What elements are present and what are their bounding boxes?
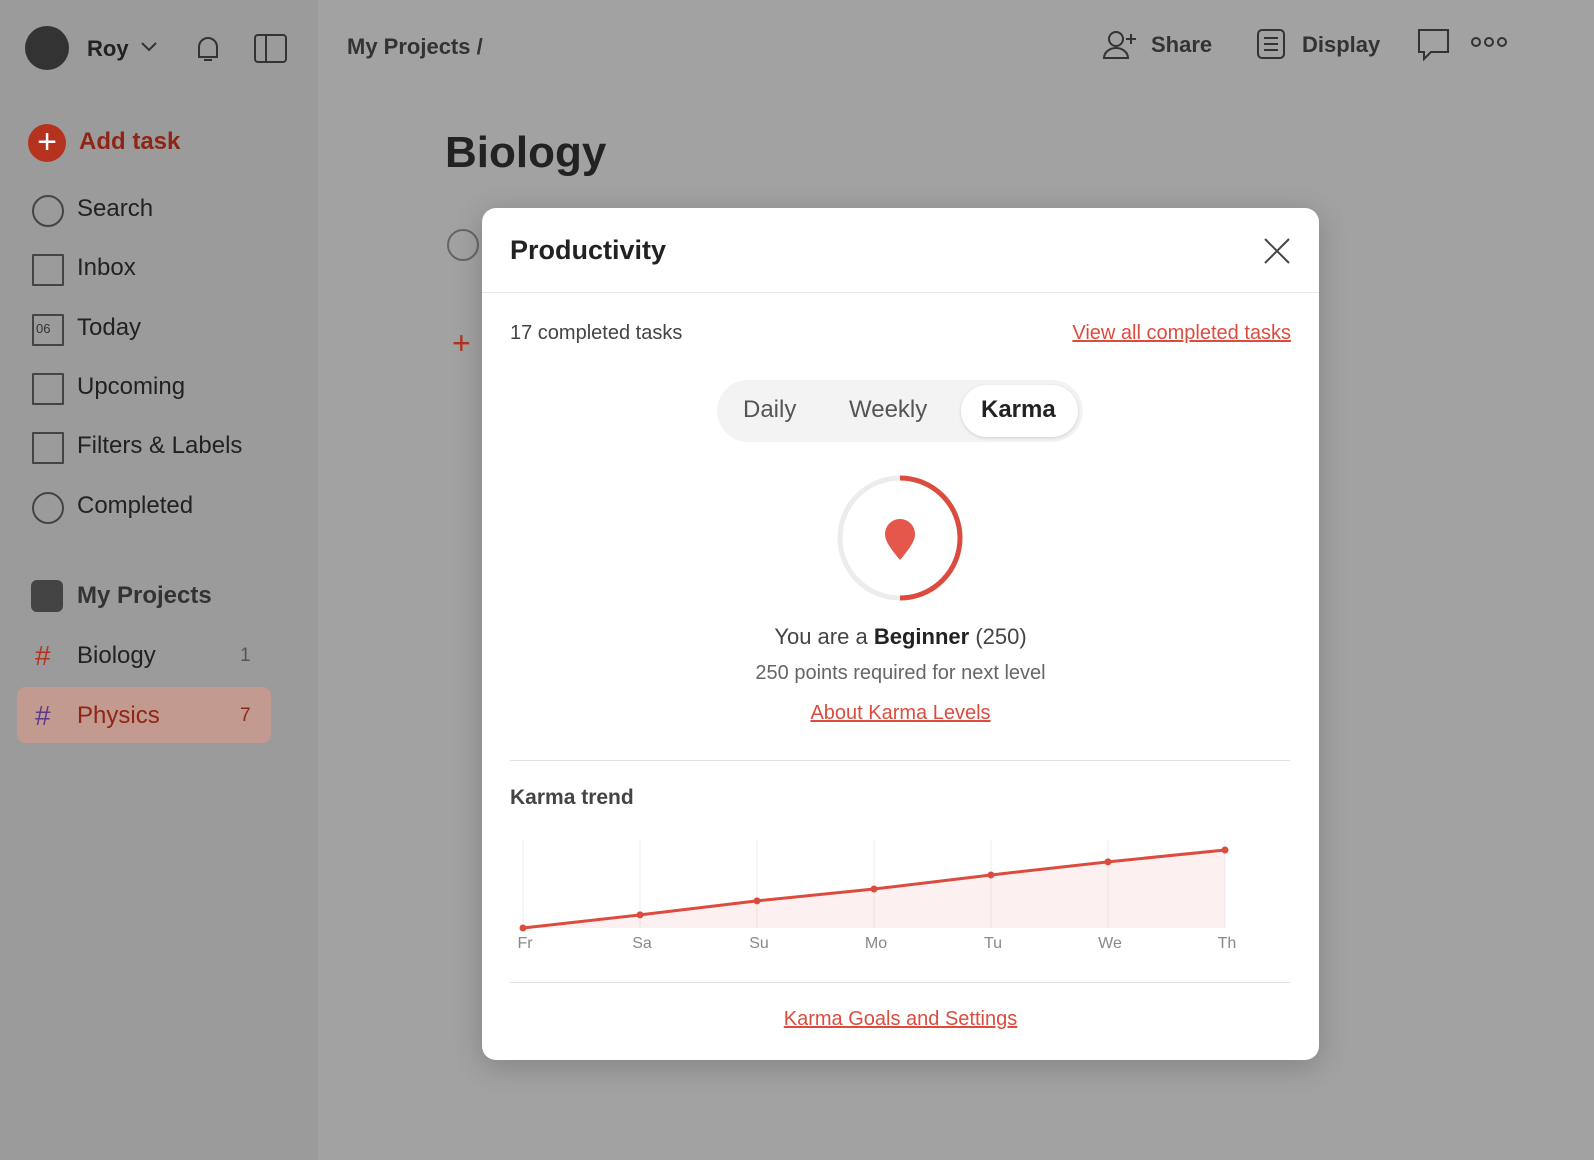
karma-level: You are a Beginner (250) (482, 624, 1319, 650)
nav-icon (32, 491, 64, 524)
display-button[interactable]: Display (1302, 32, 1381, 57)
active-project-bg (17, 687, 271, 743)
view-all-link[interactable]: View all completed tasks (1072, 322, 1291, 344)
trend-point (1221, 846, 1229, 854)
display-icon (1257, 29, 1285, 59)
nav-item[interactable]: Inbox (77, 254, 136, 282)
next-level: 250 points required for next level (755, 662, 1046, 684)
add-task[interactable]: Add task (79, 128, 181, 155)
tab-bar: Daily Weekly Karma (717, 380, 1083, 442)
project-name[interactable]: Physics (77, 701, 160, 729)
nav-icon (32, 313, 64, 346)
karma-trend-chart: Fr Sa Su Mo Tu We Th (517, 840, 1237, 952)
bell-icon[interactable] (193, 33, 223, 65)
level-points: (250) (975, 624, 1027, 649)
more-icon[interactable] (1470, 35, 1510, 49)
sidebar-toggle[interactable] (253, 33, 289, 65)
nav-icon (32, 195, 64, 227)
x-tick-label: Su (749, 935, 769, 952)
project-count: 1 (240, 645, 251, 666)
divider (510, 982, 1290, 983)
nav-icon (32, 254, 64, 287)
trend-point (987, 871, 995, 879)
x-tick-label: Fr (517, 935, 533, 952)
trend-point (1104, 858, 1112, 866)
x-tick-label: Sa (632, 935, 652, 952)
chevron (141, 42, 157, 52)
nav-item[interactable]: Completed (77, 491, 194, 519)
add-icon-main[interactable]: + (452, 325, 471, 361)
nav-item[interactable]: Today (77, 313, 142, 341)
x-tick-label: Th (1218, 935, 1237, 952)
avatar[interactable] (25, 26, 69, 70)
project-count: 7 (240, 704, 251, 726)
projects-header[interactable]: My Projects (77, 582, 212, 609)
tab[interactable]: Daily (743, 396, 797, 423)
nav-icon (32, 432, 64, 465)
share-icon (1102, 31, 1136, 59)
about-wrap: About Karma Levels (482, 702, 1319, 725)
project-hash: # (35, 640, 51, 671)
trend-title: Karma trend (510, 786, 634, 809)
nav-item[interactable]: Filters & Labels (77, 432, 243, 460)
karma-settings-link[interactable]: Karma Goals and Settings (783, 1008, 1018, 1030)
divider (482, 292, 1319, 293)
x-tick-label: We (1098, 935, 1122, 952)
close-button[interactable] (1262, 236, 1292, 266)
tab[interactable]: Weekly (849, 396, 928, 423)
level-prefix: You are a (774, 624, 868, 649)
today-icon: 06 (36, 321, 51, 336)
sidebar: Roy + Add task Search Inbox Today Upcoming F… (0, 0, 318, 1160)
active-tab-bg (961, 385, 1078, 437)
completed-count: 17 completed tasks (510, 322, 683, 344)
project-hash: # (35, 699, 51, 731)
karma-ring (837, 475, 963, 601)
x-tick-label: Mo (865, 935, 887, 952)
nav-item[interactable]: Search (77, 195, 154, 222)
comment-icon[interactable] (1417, 28, 1451, 62)
trend-point (636, 911, 644, 919)
productivity-dialog: Productivity 17 completed tasks View all… (482, 208, 1319, 1060)
user-name[interactable]: Roy (87, 36, 129, 61)
nav-icon (32, 372, 64, 405)
projects-avatar (31, 580, 63, 612)
trend-point (753, 897, 761, 905)
project-title: Biology (445, 128, 607, 177)
x-tick-label: Tu (984, 935, 1002, 952)
task-checkbox[interactable] (447, 229, 479, 261)
project-name[interactable]: Biology (77, 642, 156, 669)
add-icon[interactable]: + (28, 124, 66, 162)
footer-wrap: Karma Goals and Settings (482, 1008, 1319, 1031)
nav-item[interactable]: Upcoming (77, 372, 186, 400)
share-button[interactable]: Share (1151, 32, 1213, 57)
dialog-title: Productivity (510, 235, 667, 265)
divider (510, 760, 1290, 761)
level-name: Beginner (873, 624, 970, 649)
trend-point (519, 924, 527, 932)
breadcrumb[interactable]: My Projects / (347, 34, 483, 59)
trend-point (870, 885, 878, 893)
tab-active[interactable]: Karma (981, 396, 1056, 423)
about-link[interactable]: About Karma Levels (810, 702, 991, 724)
